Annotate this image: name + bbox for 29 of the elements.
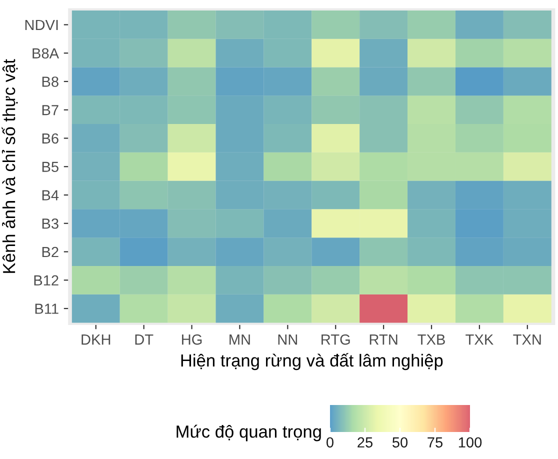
y-tick-label: B4 [42,190,59,200]
x-tick-label: HG [182,334,202,345]
color-bar-label: 50 [392,437,408,448]
x-tick-label: TXN [513,334,541,345]
y-tick-label: B7 [42,105,58,116]
y-tick-label: B11 [35,304,58,314]
y-tick-label: NDVI [25,20,58,30]
x-axis-title: Hiện trạng rừng và đất lâm nghiệp [181,353,443,370]
x-tick-label: DKH [82,334,110,345]
x-tick-label: RTG [322,334,350,345]
y-tick-label: B5 [42,162,58,172]
x-tick-label: MN [230,334,250,345]
color-bar-label: 100 [458,437,482,448]
color-bar-label: 75 [428,437,442,448]
y-tick-label: B8A [32,48,60,59]
y-axis-title: Kênh ảnh và chỉ số thực vật [2,59,18,273]
x-tick-label: RTN [370,334,398,345]
y-tick-label: B3 [42,218,58,229]
x-tick-label: TXB [418,334,445,345]
y-tick-label: B6 [42,133,58,144]
x-tick-label: NN [278,334,298,345]
x-tick-label: TXK [466,334,494,345]
x-tick-label: DT [135,334,154,345]
y-tick-label: B12 [34,275,58,286]
color-bar-title: Mức độ quan trọng [176,424,321,442]
y-tick-label: B8 [42,76,58,87]
y-tick-label: B2 [42,246,58,258]
color-bar-label: 25 [358,437,372,448]
color-bar-label: 0 [326,437,334,448]
